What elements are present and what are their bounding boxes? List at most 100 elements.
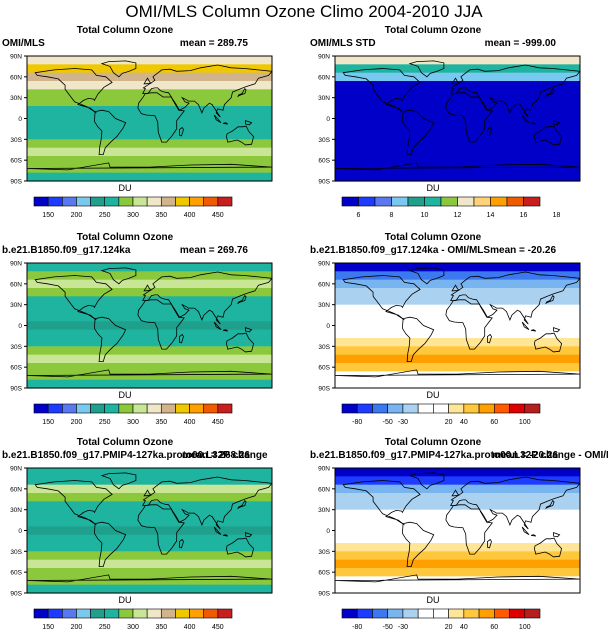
zonal-band bbox=[335, 147, 580, 157]
colorbar-swatch bbox=[448, 608, 465, 619]
colorbar-swatch bbox=[417, 403, 434, 414]
colorbar-tick-label: 150 bbox=[42, 212, 54, 219]
colorbar-swatch bbox=[132, 608, 148, 619]
zonal-band bbox=[27, 89, 272, 99]
colorbar-tick-label: 300 bbox=[127, 212, 139, 219]
coastline bbox=[486, 538, 492, 549]
panel-mean-label: mean = 289.75 bbox=[179, 38, 248, 49]
colorbar-swatch bbox=[146, 608, 162, 619]
colorbar-tick-label: 10 bbox=[421, 212, 429, 219]
colorbar-swatch bbox=[524, 403, 541, 414]
coastline bbox=[408, 267, 445, 285]
zonal-band bbox=[27, 584, 272, 594]
zonal-band bbox=[335, 534, 580, 544]
lat-tick-label: 60S bbox=[10, 365, 22, 372]
coastline bbox=[26, 369, 273, 378]
lat-tick-label: 60N bbox=[318, 281, 330, 288]
colorbar-tick-label: 400 bbox=[184, 624, 196, 631]
zonal-band bbox=[27, 122, 272, 132]
colorbar-swatch bbox=[463, 403, 480, 414]
zonal-band bbox=[335, 468, 580, 477]
zonal-band bbox=[335, 338, 580, 347]
colorbar-swatch bbox=[433, 608, 449, 619]
zonal-band bbox=[27, 493, 272, 502]
zonal-band bbox=[27, 363, 272, 372]
coastline bbox=[222, 534, 229, 537]
coastline bbox=[213, 114, 222, 124]
colorbar-tick-label: 250 bbox=[99, 419, 111, 426]
colorbar-swatch bbox=[402, 403, 419, 414]
coastline bbox=[521, 114, 530, 124]
colorbar-swatch bbox=[478, 608, 495, 619]
zonal-band bbox=[335, 379, 580, 389]
coastline bbox=[237, 87, 247, 98]
zonal-band bbox=[27, 64, 272, 74]
lat-tick-label: 60S bbox=[318, 158, 330, 165]
zonal-band bbox=[27, 371, 272, 381]
colorbar-swatch bbox=[203, 196, 219, 207]
colorbar-swatch bbox=[490, 196, 508, 207]
coastline bbox=[533, 332, 563, 353]
colorbar-swatch bbox=[61, 196, 77, 207]
coastline bbox=[545, 499, 555, 510]
colorbar-swatch bbox=[372, 403, 388, 414]
zonal-band bbox=[335, 97, 580, 107]
lat-tick-label: 60S bbox=[318, 570, 330, 577]
lat-tick-label: 30N bbox=[10, 507, 22, 514]
zonal-band bbox=[335, 304, 580, 314]
coastline bbox=[342, 480, 421, 526]
colorbar-tick-label: 200 bbox=[71, 419, 83, 426]
coastline bbox=[93, 521, 127, 567]
zonal-band bbox=[335, 354, 580, 364]
lat-tick-label: 30S bbox=[318, 344, 330, 351]
zonal-band bbox=[335, 172, 580, 182]
colorbar-swatch bbox=[417, 608, 434, 619]
coastline bbox=[93, 316, 127, 362]
zonal-band bbox=[27, 304, 272, 314]
zonal-band bbox=[335, 493, 580, 502]
coastline bbox=[143, 489, 152, 497]
colorbar-swatch bbox=[118, 608, 134, 619]
panel-title: Total Column Ozone bbox=[76, 25, 174, 36]
colorbar-tick-label: 60 bbox=[490, 419, 498, 426]
zonal-band bbox=[335, 89, 580, 99]
coastline bbox=[137, 299, 185, 350]
colorbar-swatch bbox=[33, 403, 49, 414]
colorbar-swatch bbox=[61, 403, 77, 414]
coastline bbox=[26, 574, 273, 583]
coastline bbox=[213, 321, 222, 331]
colorbar-swatch bbox=[203, 403, 219, 414]
lat-tick-label: 0 bbox=[326, 323, 330, 330]
zonal-band bbox=[335, 72, 580, 82]
coastline bbox=[222, 329, 229, 332]
colorbar-tick-label: 450 bbox=[212, 419, 224, 426]
colorbar-swatch bbox=[374, 196, 392, 207]
zonal-band bbox=[27, 139, 272, 149]
coastline bbox=[225, 332, 255, 353]
colorbar-swatch bbox=[175, 608, 190, 619]
lat-tick-label: 90N bbox=[318, 261, 330, 268]
coastline bbox=[34, 68, 113, 114]
units-label: DU bbox=[426, 390, 440, 400]
colorbar-tick-label: 150 bbox=[42, 624, 54, 631]
zonal-band bbox=[335, 263, 580, 272]
map-panel: Total Column Ozone OMI/MLS STD mean = -999… bbox=[308, 25, 588, 230]
lat-tick-label: 90S bbox=[318, 386, 330, 393]
colorbar-swatch bbox=[33, 608, 49, 619]
colorbar-swatch bbox=[146, 196, 162, 207]
zonal-band bbox=[335, 484, 580, 494]
coastline bbox=[143, 77, 152, 85]
colorbar-swatch bbox=[76, 403, 91, 414]
colorbar-swatch bbox=[523, 196, 541, 207]
colorbar-tick-label: 350 bbox=[155, 212, 167, 219]
colorbar-swatch bbox=[189, 608, 205, 619]
colorbar-swatch bbox=[118, 403, 134, 414]
zonal-band bbox=[27, 263, 272, 272]
coastline bbox=[445, 299, 493, 350]
colorbar-tick-label: -30 bbox=[398, 419, 408, 426]
zonal-band bbox=[27, 279, 272, 289]
zonal-band bbox=[335, 81, 580, 90]
coastline bbox=[34, 480, 113, 526]
zonal-band bbox=[335, 584, 580, 594]
zonal-band bbox=[335, 551, 580, 561]
